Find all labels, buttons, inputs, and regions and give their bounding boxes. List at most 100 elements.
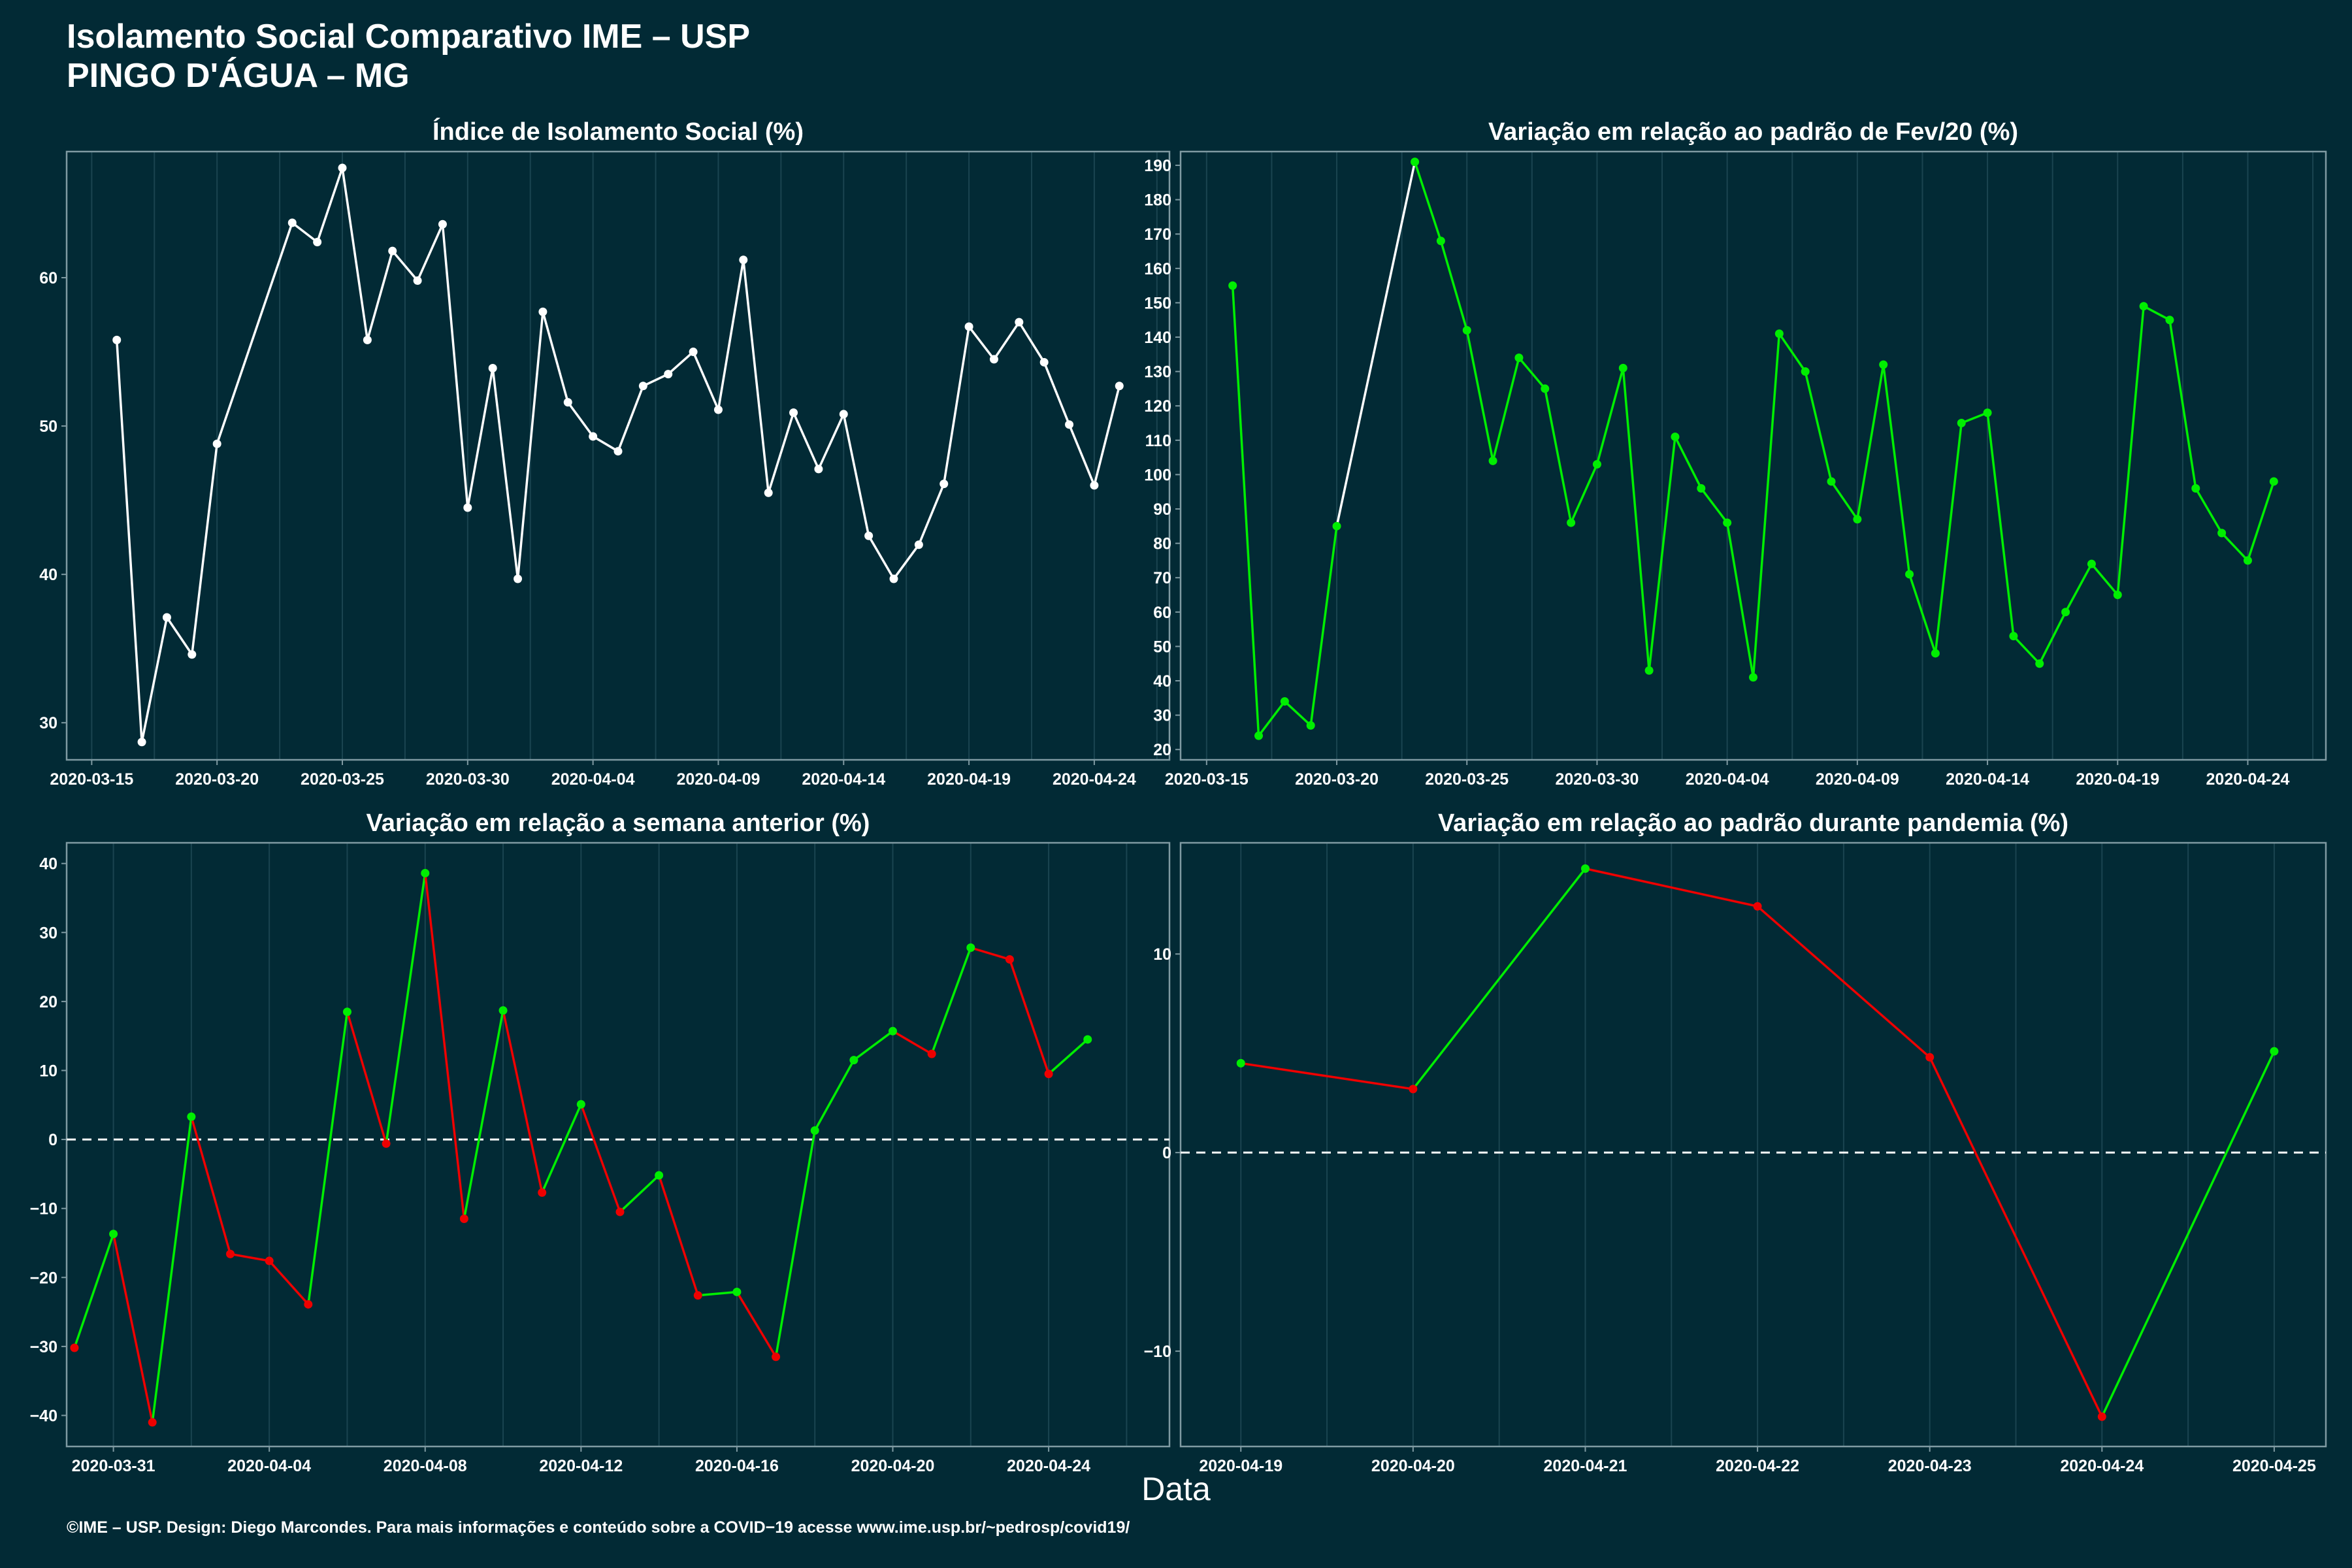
series-segment (1544, 388, 1573, 523)
data-point (382, 1139, 391, 1148)
y-tick-label: 0 (1162, 1144, 1171, 1162)
data-point (849, 1056, 858, 1065)
x-tick-label: 2020-04-19 (1199, 1457, 1282, 1475)
series-segment (230, 1252, 270, 1262)
chart-panel-4: Variação em relação ao padrão durante pa… (1144, 809, 2327, 1475)
series-segment (1241, 1062, 1414, 1090)
data-point (693, 1291, 702, 1300)
x-tick-label: 2020-04-20 (1371, 1457, 1455, 1475)
series-segment (1439, 240, 1468, 331)
y-tick-label: 100 (1144, 466, 1171, 484)
series-segment (291, 221, 318, 243)
data-point (1090, 481, 1099, 490)
data-point (287, 218, 297, 227)
data-point (342, 1007, 351, 1017)
data-point (1541, 384, 1550, 393)
y-tick-label: 20 (39, 993, 57, 1011)
data-point (413, 276, 422, 286)
x-tick-label: 2020-04-14 (1946, 770, 2029, 789)
data-point (1411, 157, 1420, 167)
data-point (1749, 673, 1757, 682)
series-segment (542, 311, 569, 403)
data-point (1083, 1035, 1092, 1044)
data-point (839, 410, 848, 419)
series-segment (1412, 868, 1586, 1090)
series-segment (930, 947, 972, 1054)
data-point (2270, 1047, 2279, 1056)
series-segment (970, 946, 1010, 961)
data-point (2087, 559, 2096, 568)
series-segment (1725, 522, 1755, 678)
series-segment (112, 1233, 154, 1423)
series-segment (424, 873, 466, 1219)
data-point (927, 1049, 936, 1058)
data-point (964, 322, 973, 331)
data-point (1039, 357, 1049, 367)
series-segment (1093, 385, 1120, 486)
data-point (638, 382, 647, 391)
data-point (1801, 367, 1810, 376)
series-segment (366, 250, 394, 340)
data-point (388, 246, 397, 255)
series-segment (216, 222, 293, 444)
series-segment (1929, 1056, 2103, 1418)
y-tick-label: 10 (1153, 945, 1171, 964)
series-segment (1585, 867, 1758, 907)
series-segment (1047, 1038, 1088, 1075)
x-tick-label: 2020-03-20 (175, 770, 259, 789)
series-segment (516, 312, 544, 580)
data-point (162, 613, 171, 622)
y-tick-label: 190 (1144, 157, 1171, 175)
data-point (1983, 408, 1992, 417)
x-tick-label: 2020-04-22 (1716, 1457, 1799, 1475)
series-segment (1622, 368, 1650, 671)
data-point (1592, 460, 1601, 469)
data-point (1436, 237, 1445, 246)
data-point (148, 1418, 157, 1427)
series-segment (1961, 412, 1988, 425)
x-tick-label: 2020-03-30 (426, 770, 510, 789)
data-point (814, 465, 823, 474)
data-point (1753, 902, 1762, 911)
data-point (109, 1230, 118, 1239)
series-segment (2065, 563, 2093, 613)
panel-title: Variação em relação a semana anterior (%… (367, 809, 870, 837)
series-segment (541, 1103, 582, 1194)
series-segment (767, 412, 795, 493)
series-segment (2012, 635, 2041, 664)
series-segment (1908, 574, 1937, 654)
data-point (889, 574, 898, 583)
data-point (613, 447, 623, 456)
series-segment (2168, 319, 2197, 489)
data-point (810, 1126, 819, 1135)
series-segment (580, 1103, 621, 1213)
data-point (498, 1006, 508, 1015)
series-segment (892, 544, 920, 580)
data-point (1462, 326, 1471, 335)
x-tick-label: 2020-03-15 (1165, 770, 1249, 789)
series-segment (1309, 526, 1338, 726)
data-point (1618, 363, 1627, 372)
series-segment (817, 414, 845, 470)
series-segment (2246, 481, 2275, 561)
series-segment (813, 1059, 855, 1132)
data-point (563, 398, 572, 407)
x-tick-label: 2020-04-23 (1888, 1457, 1972, 1475)
x-tick-label: 2020-03-30 (1556, 770, 1639, 789)
series-segment (993, 321, 1021, 360)
x-tick-label: 2020-04-09 (1816, 770, 1899, 789)
footer-credit: ©IME – USP. Design: Diego Marcondes. Par… (67, 1518, 1130, 1537)
series-segment (1258, 700, 1286, 737)
series-segment (441, 224, 469, 508)
data-point (363, 335, 372, 344)
series-segment (166, 617, 193, 655)
series-segment (416, 223, 444, 282)
chart-panel-3: Variação em relação a semana anterior (%… (30, 809, 1171, 1475)
data-point (1580, 864, 1590, 874)
x-tick-label: 2020-04-25 (2232, 1457, 2316, 1475)
data-point (576, 1100, 585, 1109)
data-point (1931, 649, 1940, 658)
data-point (538, 307, 547, 316)
series-segment (1752, 333, 1781, 678)
